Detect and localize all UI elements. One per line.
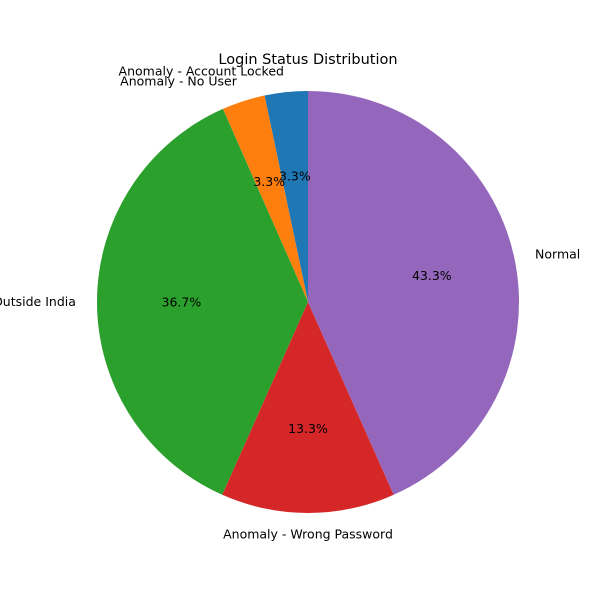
pct-label-anomaly-outside-india: 36.7%: [162, 294, 202, 309]
pct-label-anomaly-account-locked: 3.3%: [279, 169, 311, 184]
pie-slice-anomaly-account-locked: [264, 91, 308, 302]
percentage-labels: 3.3%3.3% 36.7% 13.3% 43.3%: [162, 169, 452, 437]
slice-label-anomaly-outside-india: Anomaly - Outside India: [0, 294, 76, 309]
slice-label-anomaly-no-user: Anomaly - No User: [120, 74, 238, 89]
chart-title: Login Status Distribution: [218, 52, 397, 68]
slice-label-anomaly-wrong-password: Anomaly - Wrong Password: [223, 527, 393, 542]
pie-slice-anomaly-wrong-password: [222, 302, 394, 513]
pie-slice-normal: [308, 91, 519, 495]
slice-label-anomaly-account-locked: Anomaly - Account Locked: [119, 64, 284, 79]
pie-slice-anomaly-no-user: [222, 95, 308, 303]
pie-slices: [96, 91, 519, 513]
pct-label-normal: 43.3%: [412, 268, 452, 283]
slice-label-normal: Normal: [535, 246, 580, 261]
pct-label-anomaly-no-user: 3.3%: [253, 174, 285, 189]
pie-slice-anomaly-outside-india: [96, 108, 308, 495]
pct-label-anomaly-wrong-password: 13.3%: [288, 421, 328, 436]
